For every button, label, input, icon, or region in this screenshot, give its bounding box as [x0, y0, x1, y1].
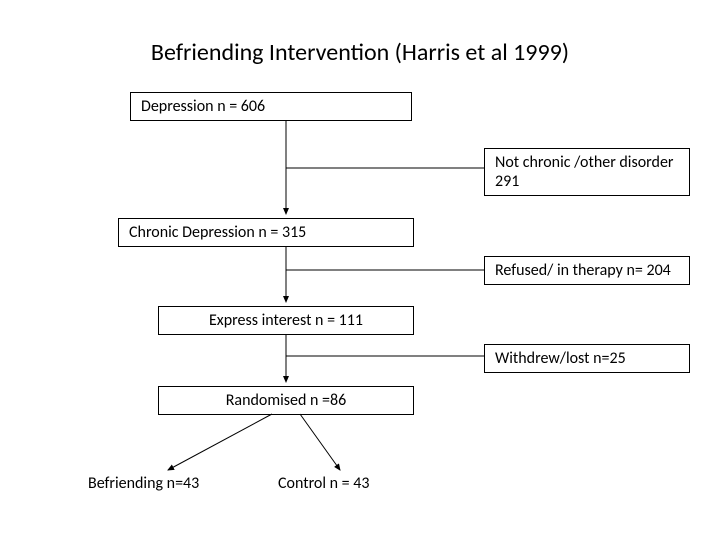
node-refused: Refused/ in therapy n= 204 — [484, 256, 690, 285]
node-interest: Express interest n = 111 — [158, 306, 414, 335]
node-befriending: Befriending n=43 — [88, 474, 199, 493]
node-randomised: Randomised n =86 — [158, 386, 414, 415]
node-chronic: Chronic Depression n = 315 — [118, 218, 414, 247]
arrow-randomised-control — [300, 414, 340, 470]
node-withdrew: Withdrew/lost n=25 — [484, 344, 690, 373]
node-not-chronic: Not chronic /other disorder 291 — [484, 148, 690, 196]
node-control: Control n = 43 — [278, 474, 369, 493]
page-title: Befriending Intervention (Harris et al 1… — [0, 38, 720, 67]
arrow-randomised-befriending — [168, 414, 272, 470]
node-depression: Depression n = 606 — [130, 92, 412, 121]
